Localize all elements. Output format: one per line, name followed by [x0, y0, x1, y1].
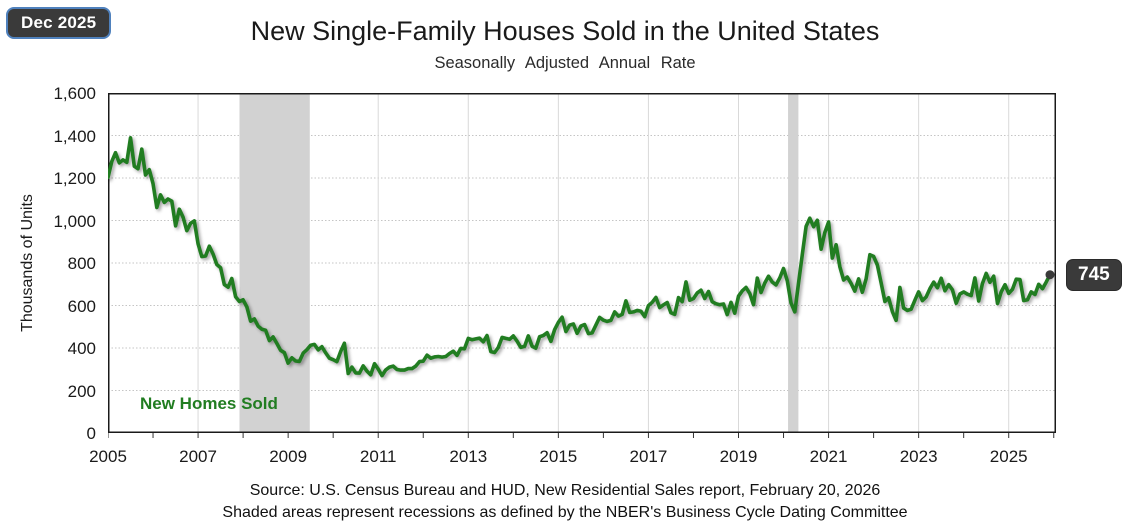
- x-tick-label: 2013: [449, 447, 488, 466]
- data-line: [106, 135, 1052, 378]
- last-point-marker: [1045, 270, 1055, 280]
- x-tick-label: 2005: [89, 447, 127, 466]
- x-tick-label: 2015: [539, 447, 578, 466]
- recession-band: [239, 93, 310, 433]
- x-tick-label: 2017: [629, 447, 668, 466]
- x-tick-label: 2011: [359, 447, 397, 466]
- x-tick-label: 2007: [179, 447, 217, 466]
- y-tick-label: 400: [67, 339, 96, 358]
- date-badge: Dec 2025: [6, 7, 112, 39]
- recession-note-text: Shaded areas represent recessions as def…: [222, 504, 908, 521]
- source-text: Source: U.S. Census Bureau and HUD, New …: [249, 482, 881, 499]
- series-label: New Homes Sold: [140, 394, 278, 413]
- y-tick-label: 1,000: [53, 211, 96, 231]
- axis-border: [108, 93, 1056, 433]
- chart-title: New Single-Family Houses Sold in the Uni…: [250, 16, 880, 46]
- y-tick-label: 0: [86, 424, 96, 443]
- last-value-badge: 745: [1066, 258, 1122, 291]
- y-tick-label: 1,200: [53, 169, 96, 188]
- y-tick-label: 1,600: [53, 84, 96, 103]
- y-tick-label: 600: [67, 296, 96, 316]
- recession-band: [788, 93, 799, 433]
- plot-area: [106, 93, 1056, 441]
- x-tick-label: 2019: [719, 447, 758, 466]
- x-tick-label: 2009: [269, 447, 308, 466]
- x-tick-label: 2023: [899, 447, 938, 466]
- x-tick-label: 2025: [989, 447, 1028, 466]
- y-tick-label: 1,400: [53, 126, 96, 146]
- y-tick-label: 800: [67, 254, 96, 273]
- chart-subtitle: Seasonally Adjusted Annual Rate: [434, 54, 696, 72]
- line-chart-svg: [106, 93, 1056, 438]
- y-tick-label: 200: [67, 381, 96, 401]
- x-tick-label: 2021: [809, 447, 848, 466]
